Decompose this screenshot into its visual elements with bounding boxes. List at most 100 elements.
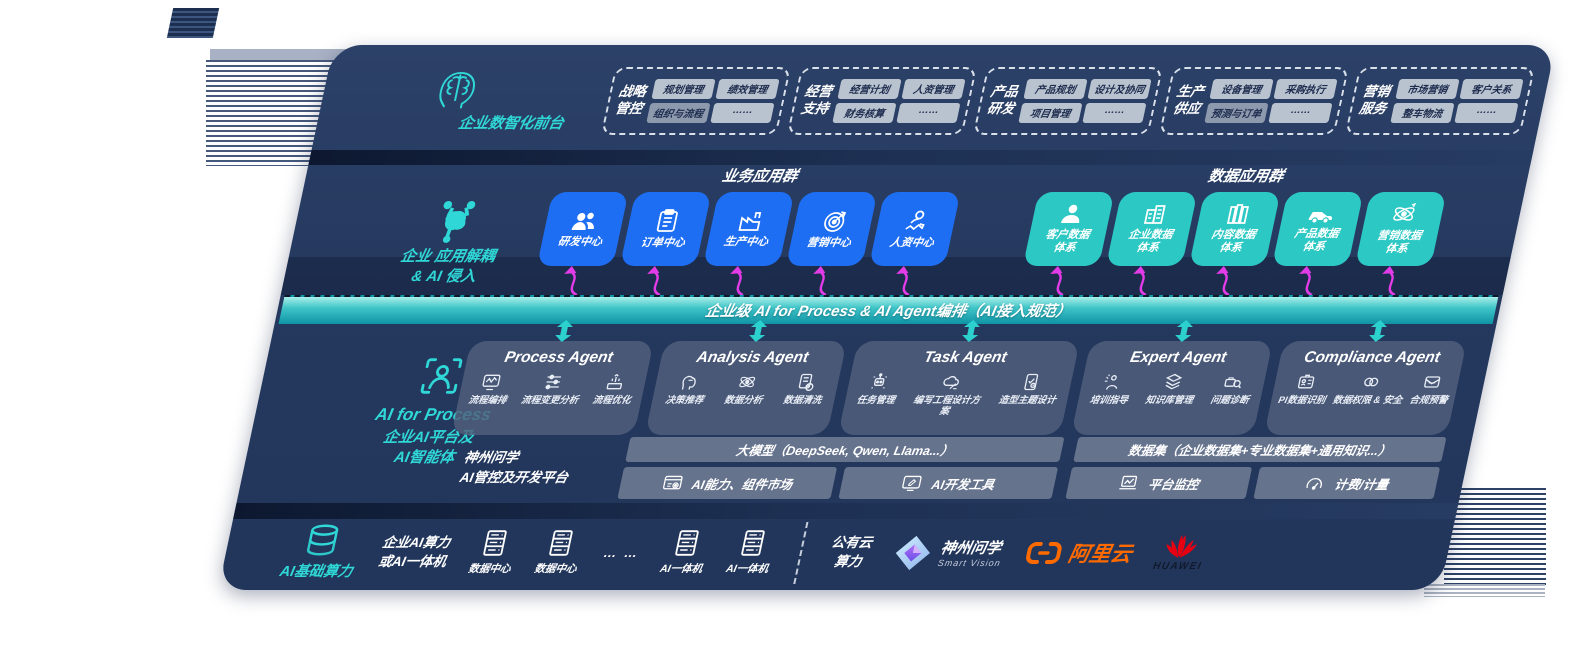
screen-pen-icon	[902, 475, 923, 492]
agent-item-label: 培训指导	[1088, 395, 1129, 406]
window-gear-icon	[662, 475, 683, 490]
orchestration-bar: 企业级 AI for Process & AI Agent编排（AI接入规范）	[278, 295, 1499, 324]
tile-label: 产品数据 体系	[1293, 228, 1340, 253]
platform-row: 神州问学 AI管控及开发平台 大模型（DeepSeek, Qwen, Llama…	[455, 437, 1447, 499]
cell-label: AI开发工具	[930, 477, 996, 492]
cell-label: 平台监控	[1147, 477, 1201, 492]
magenta-arrow	[1299, 266, 1313, 295]
teal-double-arrow	[749, 320, 767, 342]
chip: 绩效管理	[715, 78, 780, 99]
teal-double-arrow	[555, 320, 574, 342]
task-agent-card: Task Agent 任务管理 编写工程设计方案 造型主题设计	[838, 320, 1080, 435]
agent-item-label: 流程编排	[467, 395, 508, 406]
magenta-arrow	[1382, 266, 1396, 295]
compute-band: AI基础算力 企业AI算力 或AI一体机 数据中心 数据中心 … … AI一体机…	[218, 519, 1455, 590]
building-icon	[1143, 205, 1166, 225]
ai-layer-header: AI for Process 企业AI平台及 AI智能体	[322, 355, 546, 467]
tile-production-center: 生产中心	[702, 192, 795, 295]
agent-item-label: 数据分析	[723, 395, 764, 406]
data-app-group: 数据应用群 客户数据 体系 企业数据 体系	[1022, 165, 1452, 295]
tile-label: 生产中心	[722, 235, 770, 248]
chip: 客户关系	[1459, 78, 1524, 99]
business-app-group: 业务应用群 研发中心 订单中心	[536, 165, 966, 295]
server-icon	[483, 530, 507, 556]
smartvision-logo: 神州问学 Smart Vision	[890, 534, 1007, 572]
decision-head-icon	[681, 375, 696, 390]
tile-customer-data: 客户数据 体系	[1022, 192, 1115, 295]
tile-order-center: 订单中心	[619, 192, 712, 295]
magenta-arrow	[1216, 266, 1230, 295]
magenta-arrow	[647, 266, 661, 295]
agent-item-label: 数据清洗	[782, 395, 823, 406]
agent-item-label: 任务管理	[855, 395, 896, 406]
chip: 整车物流	[1390, 102, 1455, 123]
agent-item-label: 知识库管理	[1144, 395, 1195, 406]
expert-agent-card: Expert Agent 培训指导 知识库管理 问题诊断	[1070, 320, 1274, 435]
agent-item-label: 流程优化	[591, 395, 632, 406]
tile-marketing-center: 营销中心	[785, 192, 878, 295]
agent-item-label: 数据权限 & 安全	[1331, 395, 1404, 406]
atom-icon	[1393, 203, 1417, 222]
tile-label: 客户数据 体系	[1044, 229, 1091, 254]
group-name: 战略 管控	[613, 83, 648, 116]
chip: 设计及协同	[1087, 78, 1152, 99]
agent-title: Analysis Agent	[694, 349, 811, 366]
agent-item-label: 编写工程设计方案	[912, 395, 982, 418]
app-layer-label: 企业 应用解耦 & AI 侵入	[398, 248, 497, 286]
cell-billing: 计费/计量	[1253, 467, 1441, 499]
huawei-logo: HUAWEI	[1152, 533, 1209, 572]
tile-hr-center: 人资中心	[868, 192, 961, 295]
magenta-arrow	[564, 266, 578, 295]
chip: 人资管理	[901, 78, 966, 99]
user-icon	[1060, 205, 1080, 224]
gauge-icon	[1306, 478, 1323, 490]
compliance-agent-card: Compliance Agent PI数据识别 数据权限 & 安全 合规预警	[1264, 320, 1467, 435]
training-icon	[1105, 374, 1118, 390]
ai-band: AI for Process 企业AI平台及 AI智能体 Process Age…	[236, 320, 1495, 503]
chip: 预测与订单	[1204, 102, 1269, 123]
teal-double-arrow	[1175, 320, 1193, 342]
group-product: 产品 研发 产品规划 设计及协同 项目管理 ……	[972, 66, 1164, 135]
compute-label: AI基础算力	[278, 564, 355, 580]
sliders-icon	[545, 374, 562, 390]
factory-icon	[738, 211, 762, 231]
teal-double-arrow	[1368, 320, 1387, 342]
diagnosis-icon	[1224, 377, 1242, 389]
alert-mail-icon	[1424, 376, 1441, 388]
layer-separator	[233, 503, 1459, 519]
huawei-flower-icon	[1166, 534, 1198, 559]
tile-label: 营销中心	[805, 236, 853, 249]
cell-platform-monitor: 平台监控	[1065, 467, 1253, 499]
alicloud-bracket-icon	[1026, 541, 1062, 564]
model-group: 大模型（DeepSeek, Qwen, Llama...） AI能力、组件市场 …	[617, 437, 1065, 499]
analysis-agent-card: Analysis Agent 决策推荐 数据分析 数据清洗	[644, 320, 848, 435]
magenta-arrow	[1050, 266, 1064, 295]
magenta-arrow	[730, 266, 744, 295]
group-marketing: 营销 服务 市场营销 客户关系 整车物流 ……	[1344, 66, 1536, 135]
tile-label: 订单中心	[639, 236, 687, 249]
agent-title: Expert Agent	[1128, 349, 1229, 366]
process-agent-card: Process Agent 流程编排 流程变更分析 流程优化	[450, 320, 654, 435]
cell-ai-market: AI能力、组件市场	[617, 467, 838, 499]
chip: 经营计划	[837, 78, 902, 99]
public-cloud-label: 公有云 算力	[830, 534, 874, 569]
datacenter-label: 数据中心	[533, 563, 578, 575]
chip: 财务核算	[832, 102, 897, 123]
tile-rd-center: 研发中心	[536, 192, 629, 295]
layers-icon	[1165, 373, 1183, 390]
tile-marketing-data: 营销数据 体系	[1354, 192, 1447, 295]
agent-item-label: 问题诊断	[1209, 395, 1250, 406]
smartvision-diamond-icon	[895, 535, 931, 570]
agents-row: Process Agent 流程编排 流程变更分析 流程优化 Analysis …	[450, 320, 1467, 435]
group-name: 产品 研发	[985, 83, 1020, 116]
chip: 产品规划	[1023, 78, 1088, 99]
chip: ……	[1268, 102, 1333, 123]
cell-label: AI能力、组件市场	[690, 477, 794, 492]
chip: 市场营销	[1395, 78, 1460, 99]
server-icon	[740, 530, 765, 556]
monitor-chart-icon	[1119, 475, 1138, 490]
optimize-icon	[606, 374, 623, 390]
tile-label: 企业数据 体系	[1127, 229, 1174, 254]
magenta-arrow	[1133, 266, 1147, 295]
